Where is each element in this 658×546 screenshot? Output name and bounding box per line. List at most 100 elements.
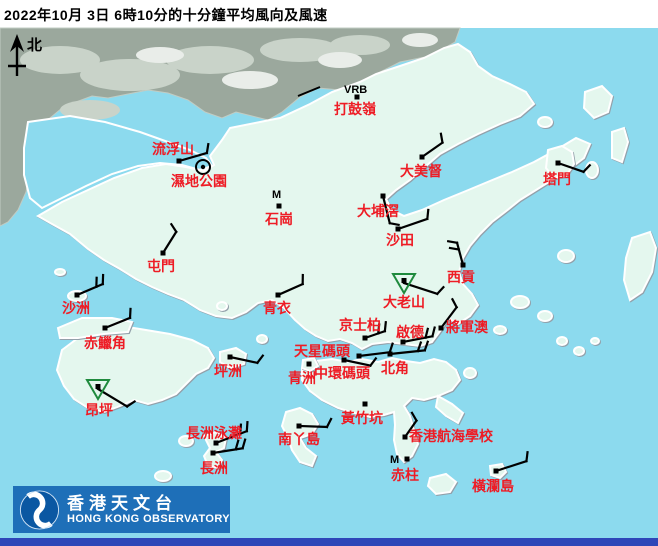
station-kings-park: 京士柏 [339, 317, 388, 341]
station-label: 中環碼頭 [314, 365, 371, 381]
station-green-island: 青洲 [288, 361, 316, 386]
station-dot [362, 335, 368, 341]
station-dot [395, 226, 401, 232]
wind-barb-staff [439, 305, 459, 330]
station-label: 石崗 [264, 211, 293, 227]
wind-barb-staff [276, 282, 305, 297]
wind-barb-staff [420, 141, 445, 159]
station-label: 啟德 [396, 324, 424, 340]
station-label: 長洲 [200, 460, 228, 476]
station-label: 沙洲 [62, 300, 90, 316]
lantau-island [55, 324, 216, 414]
station-label: 坪洲 [214, 363, 242, 379]
station-dot [493, 468, 499, 474]
station-label: 打鼓嶺 [334, 101, 377, 117]
station-dot [419, 154, 425, 160]
station-label: 流浮山 [152, 141, 194, 157]
station-tuen-mun: 屯門 [147, 222, 178, 274]
station-dot [276, 203, 282, 209]
dagulilar-peninsula [434, 394, 465, 425]
hko-banner-text: 香港天文台 HONG KONG OBSERVATORY [67, 494, 230, 526]
wind-barb-staff [455, 241, 465, 267]
station-lau-fau-shan: 流浮山 [152, 141, 210, 164]
wind-barb-staff [381, 194, 392, 225]
calm-circle-icon [195, 159, 211, 175]
station-dot [102, 325, 108, 331]
station-ta-kwu-ling: 打鼓嶺 VRB [334, 84, 377, 117]
station-dot [555, 160, 561, 166]
station-tap-mun: 塔門 [543, 160, 592, 187]
station-label: 西貢 [447, 269, 475, 285]
terrain-road-mark [297, 86, 321, 97]
airport-island [56, 317, 134, 339]
wind-barb-feather [241, 438, 247, 450]
station-dot [341, 357, 347, 363]
wind-barb-feather [416, 341, 423, 353]
north-label: 北 [27, 37, 42, 54]
station-label: 黃竹坑 [340, 410, 383, 426]
wind-barb-staff [401, 334, 434, 344]
station-label: 天星碼頭 [294, 343, 351, 359]
station-label: 赤柱 [391, 467, 419, 483]
station-tseung-kwan-o: 將軍澳 [438, 297, 489, 335]
wind-barb-staff [363, 329, 387, 340]
station-north-point: 北角 [381, 340, 430, 376]
station-stanley: 赤柱M [390, 454, 419, 483]
station-label: 北角 [381, 360, 409, 376]
wind-barb-feather [255, 354, 265, 365]
station-tai-mei-tuk: 大美督 [400, 132, 445, 179]
wind-barb-feather [446, 239, 459, 245]
hko-name-zh: 香港天文台 [66, 493, 177, 513]
station-dot [210, 450, 216, 456]
station-dot [227, 354, 233, 360]
station-tates-cairn: 大老山 [383, 273, 445, 310]
station-dot [275, 292, 281, 298]
hko-logo-icon [19, 489, 60, 530]
wind-barb-feather [423, 340, 430, 352]
station-dot [213, 440, 219, 446]
station-label: 南丫島 [278, 431, 320, 447]
wind-barb-feather [435, 285, 445, 296]
wind-barb-feather [450, 297, 459, 309]
hko-name-en: HONG KONG OBSERVATORY [66, 512, 230, 525]
hong-kong-island [301, 356, 462, 464]
new-territories-land [36, 42, 592, 351]
wind-barb-staff [161, 230, 178, 255]
wind-barb-feather [383, 321, 388, 333]
station-dot [354, 94, 360, 100]
station-dot [74, 292, 80, 298]
wind-barb-feather [205, 142, 210, 155]
wind-barb-staff [177, 151, 209, 163]
wind-barb-staff [357, 350, 391, 358]
station-star-ferry: 天星碼頭 [294, 342, 394, 359]
station-label: 屯門 [147, 258, 175, 274]
station-chek-lap-kok: 赤鱲角 [84, 307, 132, 351]
station-dot [380, 193, 386, 199]
station-dot [306, 361, 312, 367]
station-cheung-chau: 長洲 [200, 438, 247, 476]
hill-triangle-icon [391, 273, 417, 295]
station-label: 京士柏 [339, 317, 381, 333]
station-sha-chau: 沙洲 [62, 273, 105, 316]
station-sha-tin: 沙田 [386, 208, 430, 248]
wind-barb-feather [525, 450, 529, 463]
station-note: M [272, 189, 281, 201]
station-label: 長洲泳灘 [186, 425, 242, 441]
wind-barb-staff [228, 355, 259, 365]
terrain-north [0, 27, 461, 227]
station-sea-school: 香港航海學校 [402, 411, 494, 444]
station-dot [356, 353, 362, 359]
wind-barb-feather [581, 163, 592, 174]
station-label: 大美督 [400, 163, 442, 179]
bottom-border-bar [0, 538, 658, 546]
wind-barb-staff [556, 161, 585, 174]
station-dot [362, 401, 368, 407]
station-label: 濕地公園 [171, 173, 227, 189]
station-note: VRB [344, 84, 367, 96]
wind-barb-staff [403, 419, 419, 439]
wind-barb-staff [297, 424, 329, 429]
station-dot [402, 434, 408, 440]
